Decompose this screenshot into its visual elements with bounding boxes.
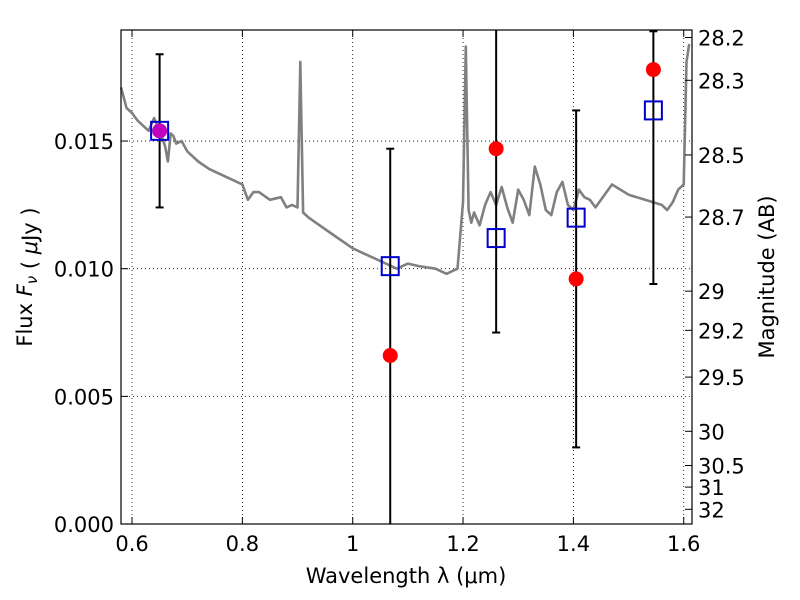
right-tick-label: 28.3 bbox=[698, 69, 745, 93]
observed-point bbox=[645, 62, 661, 78]
x-tick-label: 1.6 bbox=[667, 532, 700, 556]
x-tick-label: 0.6 bbox=[115, 532, 148, 556]
y-tick-label: 0.000 bbox=[54, 513, 114, 537]
y-axis-label-part: ν bbox=[23, 276, 41, 284]
right-tick-label: 30.5 bbox=[698, 455, 745, 479]
right-tick-label: 31 bbox=[698, 476, 725, 500]
model-square bbox=[150, 120, 170, 141]
grid-lines bbox=[121, 30, 692, 524]
y-tick-label: 0.005 bbox=[54, 385, 114, 409]
right-tick-label: 32 bbox=[698, 498, 725, 522]
x-tick-label: 1.4 bbox=[557, 532, 590, 556]
x-tick-labels: 0.6 0.8 1 1.2 1.4 1.6 bbox=[115, 532, 700, 556]
plot-frame bbox=[120, 29, 693, 525]
observed-points bbox=[152, 62, 661, 364]
right-axis-label: Magnitude (AB) bbox=[755, 195, 779, 358]
observed-point bbox=[568, 271, 584, 287]
model-points bbox=[150, 100, 663, 277]
spectrum-line bbox=[119, 43, 691, 276]
axis-ticks bbox=[121, 30, 692, 525]
y-axis-label-part: F bbox=[13, 283, 37, 296]
y-axis-label-part: ( bbox=[18, 254, 42, 276]
observed-point bbox=[488, 141, 504, 157]
right-tick-label: 28.7 bbox=[698, 206, 745, 230]
y-axis-label: Flux Fν ( μJy ) bbox=[13, 207, 42, 346]
right-tick-label: 28.5 bbox=[698, 144, 745, 168]
error-bars bbox=[155, 30, 658, 524]
y-tick-label: 0.015 bbox=[54, 130, 114, 154]
model-square bbox=[380, 256, 400, 277]
y-axis-label-part: μ bbox=[18, 241, 42, 255]
model-spectrum bbox=[119, 43, 691, 276]
y-tick-label: 0.010 bbox=[54, 258, 114, 282]
x-tick-label: 0.8 bbox=[226, 532, 259, 556]
observed-point bbox=[382, 348, 398, 364]
x-tick-label: 1 bbox=[346, 532, 359, 556]
model-square bbox=[566, 207, 586, 228]
y-axis-label-part: Flux bbox=[13, 296, 37, 346]
right-tick-label: 29 bbox=[698, 280, 725, 304]
model-square bbox=[643, 100, 663, 121]
x-tick-label: 1.2 bbox=[446, 532, 479, 556]
x-axis-label: Wavelength λ (μm) bbox=[306, 564, 507, 588]
model-square bbox=[486, 228, 506, 249]
right-tick-label: 28.2 bbox=[698, 27, 745, 51]
y-axis-label-part: Jy ) bbox=[18, 207, 42, 243]
right-tick-label: 30 bbox=[698, 420, 725, 444]
right-tick-label: 29.2 bbox=[698, 319, 745, 343]
blended-point bbox=[152, 123, 168, 139]
y-tick-labels: 0.000 0.005 0.010 0.015 bbox=[54, 130, 114, 537]
right-tick-label: 29.5 bbox=[698, 366, 745, 390]
